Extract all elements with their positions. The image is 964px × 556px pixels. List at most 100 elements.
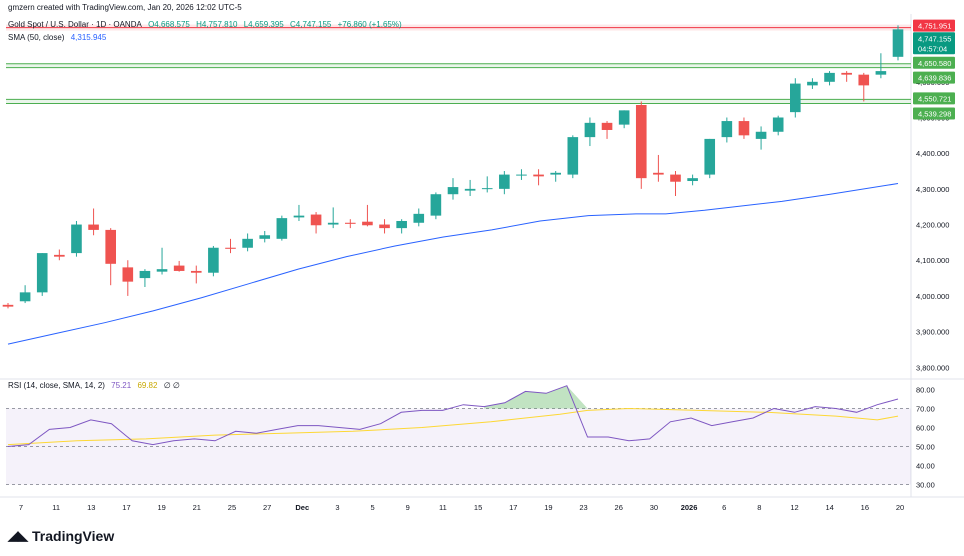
time-tick-label: 5 <box>371 503 375 512</box>
tv-logo-icon: ◢◣ <box>8 528 28 543</box>
candle-body <box>721 121 733 138</box>
time-tick-label: 17 <box>509 503 517 512</box>
time-tick-label: 7 <box>19 503 23 512</box>
price-tick-label: 4,000.000 <box>916 292 949 301</box>
rsi-value: 75.21 <box>111 381 132 390</box>
ohlc-low: L4,659.395 <box>243 20 284 29</box>
candle-body <box>54 254 65 257</box>
time-tick-label: Dec <box>295 503 309 512</box>
candle-body <box>208 247 219 273</box>
candle-body <box>481 188 493 190</box>
time-tick-label: 21 <box>193 503 201 512</box>
level-tag: 4,539.298 <box>918 109 951 118</box>
candle-body <box>19 292 31 302</box>
candle-body <box>396 220 407 229</box>
sma-line <box>7 183 899 345</box>
candle-body <box>875 71 887 75</box>
level-tag: 4,550.721 <box>918 94 951 103</box>
credit-line: gmzern created with TradingView.com, Jan… <box>8 3 242 12</box>
candle-body <box>464 188 476 191</box>
candle-body <box>88 224 99 230</box>
candle-body <box>345 222 356 224</box>
price-tick-label: 3,800.000 <box>916 363 949 372</box>
candle-body <box>362 221 373 226</box>
time-tick-label: 30 <box>650 503 658 512</box>
time-tick-label: 3 <box>335 503 339 512</box>
resistance-zone <box>6 24 911 31</box>
candle-body <box>635 105 647 179</box>
ohlc-close: C4,747.155 <box>290 20 332 29</box>
time-tick-label: 6 <box>722 503 726 512</box>
sma-value: 4,315.945 <box>70 33 107 42</box>
level-tag: 4,650.580 <box>918 59 951 68</box>
rsi-line <box>7 385 899 447</box>
level-tag-bg <box>913 71 955 84</box>
candle-body <box>225 247 236 249</box>
support-zone <box>6 63 911 68</box>
time-tick-label: 16 <box>861 503 869 512</box>
rsi-label: RSI (14, close, SMA, 14, 2) <box>8 381 105 390</box>
time-tick-label: 11 <box>439 503 447 512</box>
candle-body <box>653 172 664 175</box>
rsi-overbought-fill <box>484 385 588 409</box>
candle-body <box>139 270 151 279</box>
candle-body <box>772 117 784 132</box>
time-tick-label: 9 <box>406 503 410 512</box>
time-tick-label: 2026 <box>681 503 698 512</box>
tradingview-logo: ◢◣ TradingView <box>8 528 115 544</box>
candle-body <box>533 174 544 177</box>
time-tick-label: 12 <box>790 503 798 512</box>
candle-body <box>499 174 510 189</box>
candle-body <box>190 270 202 273</box>
candle-body <box>824 72 835 82</box>
candle-body <box>156 269 168 272</box>
candle-body <box>704 138 716 175</box>
candle-body <box>447 187 459 195</box>
symbol-legend: Gold Spot / U.S. Dollar · 1D · OANDA O4,… <box>8 20 406 29</box>
candle-body <box>567 137 579 175</box>
candle-body <box>618 110 630 125</box>
candle-body <box>259 235 271 239</box>
level-tag-bg <box>913 19 955 32</box>
candle-body <box>173 265 185 271</box>
candle-body <box>122 267 134 282</box>
candle-body <box>687 178 698 182</box>
sma-legend: SMA (50, close) 4,315.945 <box>8 33 110 42</box>
candle-body <box>71 224 82 254</box>
rsi-tick-label: 40.00 <box>916 462 935 471</box>
price-tick-label: 4,300.000 <box>916 185 949 194</box>
candle-body <box>858 74 870 86</box>
time-tick-label: 14 <box>826 503 834 512</box>
candle-body <box>584 122 596 138</box>
level-tag: 4,751.951 <box>918 22 951 31</box>
last-price-tag: 4,747.155 <box>918 34 951 43</box>
price-tick-label: 4,100.000 <box>916 256 949 265</box>
symbol-name: Gold Spot / U.S. Dollar · 1D · OANDA <box>8 20 142 29</box>
rsi-sma-line <box>7 407 899 446</box>
candle-body <box>105 229 116 264</box>
candle-body <box>413 213 425 223</box>
level-tag-bg <box>913 107 955 120</box>
price-tick-label: 3,900.000 <box>916 328 949 337</box>
candle-body <box>550 172 561 175</box>
level-tag: 4,639.836 <box>918 74 951 83</box>
time-tick-label: 17 <box>122 503 130 512</box>
ohlc-open: O4,668.575 <box>148 20 190 29</box>
support-zone <box>6 99 911 104</box>
time-tick-label: 19 <box>544 503 552 512</box>
rsi-legend: RSI (14, close, SMA, 14, 2) 75.21 69.82 … <box>8 381 184 390</box>
rsi-tick-label: 60.00 <box>916 424 935 433</box>
candle-body <box>2 304 14 307</box>
candle-body <box>738 121 750 136</box>
candle-body <box>841 72 852 75</box>
last-price-bg <box>913 32 955 55</box>
candle-body <box>276 218 288 239</box>
candle-body <box>601 122 613 130</box>
candle-body <box>790 83 801 113</box>
candle-body <box>516 174 527 176</box>
rsi-tick-label: 80.00 <box>916 386 935 395</box>
rsi-tick-label: 70.00 <box>916 405 935 414</box>
ohlc-high: H4,757.810 <box>196 20 238 29</box>
ohlc-change: +76.860 (+1.65%) <box>337 20 402 29</box>
